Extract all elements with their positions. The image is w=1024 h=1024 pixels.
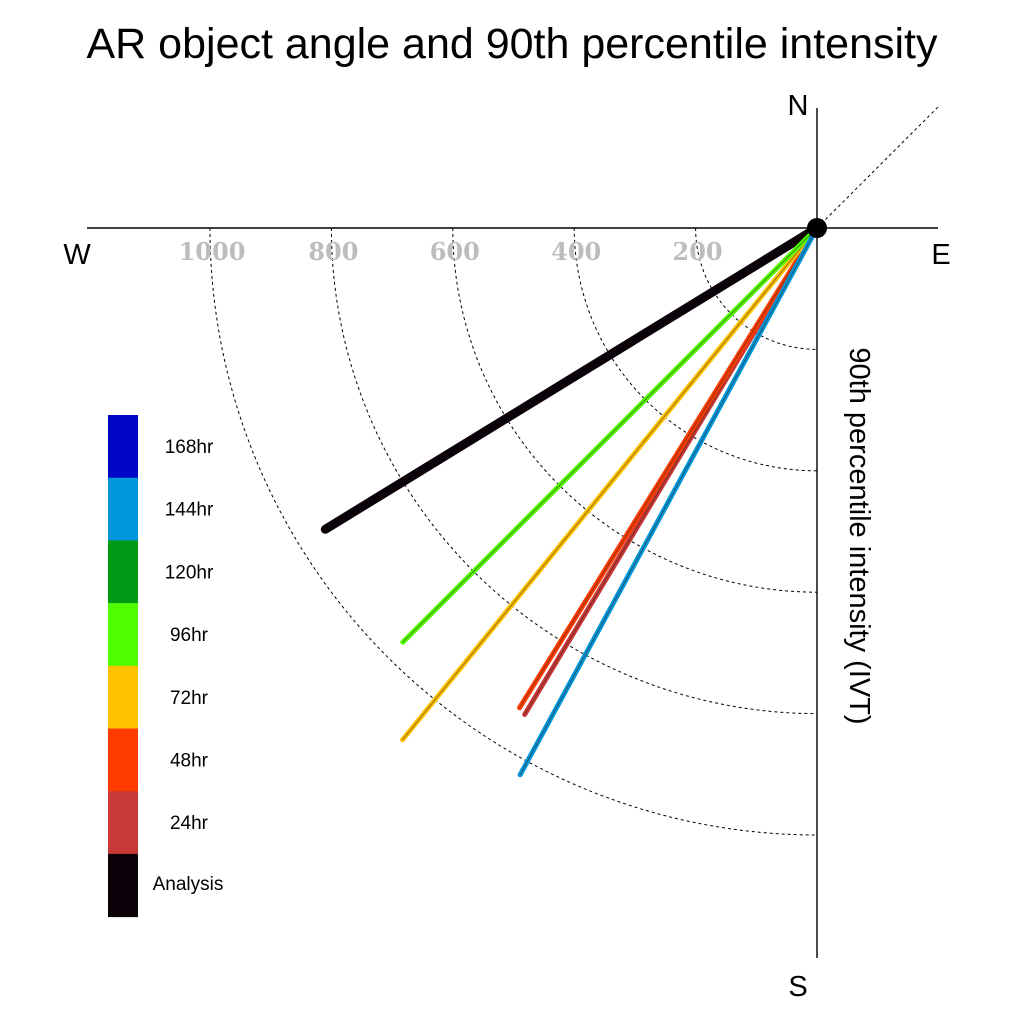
south-label: S xyxy=(788,971,807,1003)
grid-ring xyxy=(695,227,818,350)
series-line-96hr xyxy=(402,227,818,643)
legend-swatch xyxy=(108,415,138,479)
radial-tick-label: 1000 xyxy=(179,237,246,266)
legend-swatch xyxy=(108,665,138,729)
radial-tick-label: 600 xyxy=(430,237,480,266)
legend-label: 168hr xyxy=(165,437,214,458)
legend-label: 120hr xyxy=(165,562,214,583)
series-line-48hr xyxy=(519,227,818,709)
radial-tick-label: 800 xyxy=(308,237,358,266)
east-label: E xyxy=(931,239,950,271)
series-line-72hr xyxy=(402,227,818,741)
legend-label: 96hr xyxy=(170,625,209,646)
series-line-analysis xyxy=(320,223,822,534)
legend: 168hr 144hr 120hr 96hr 72hr 48hr 24hr Analysis xyxy=(108,415,224,918)
legend-label: 24hr xyxy=(170,813,209,834)
radial-tick-labels: 200 400 600 800 1000 xyxy=(179,237,723,266)
grid-rings xyxy=(209,227,818,836)
grid-ring xyxy=(330,227,818,715)
legend-swatch xyxy=(108,791,138,855)
legend-swatch xyxy=(108,540,138,604)
chart-title: AR object angle and 90th percentile inte… xyxy=(87,20,938,68)
grid-ring xyxy=(209,227,818,836)
radial-tick-label: 400 xyxy=(551,237,601,266)
origin-marker xyxy=(807,218,827,238)
diagonal-guide xyxy=(816,106,939,229)
radial-tick-label: 200 xyxy=(673,237,723,266)
legend-swatch xyxy=(108,603,138,667)
legend-swatch xyxy=(108,853,138,918)
legend-label: 48hr xyxy=(170,751,209,772)
north-label: N xyxy=(788,90,809,122)
west-label: W xyxy=(63,239,91,271)
legend-label: Analysis xyxy=(153,874,224,895)
grid-ring xyxy=(573,227,818,472)
legend-swatch xyxy=(108,728,138,792)
legend-swatch xyxy=(108,477,138,541)
series-line-144hr xyxy=(519,227,818,776)
series-lines xyxy=(320,223,822,778)
legend-label: 144hr xyxy=(165,500,214,521)
legend-label: 72hr xyxy=(170,688,209,709)
radial-axis-label: 90th percentile intensity (IVT) xyxy=(843,347,875,724)
grid-ring xyxy=(452,227,818,593)
